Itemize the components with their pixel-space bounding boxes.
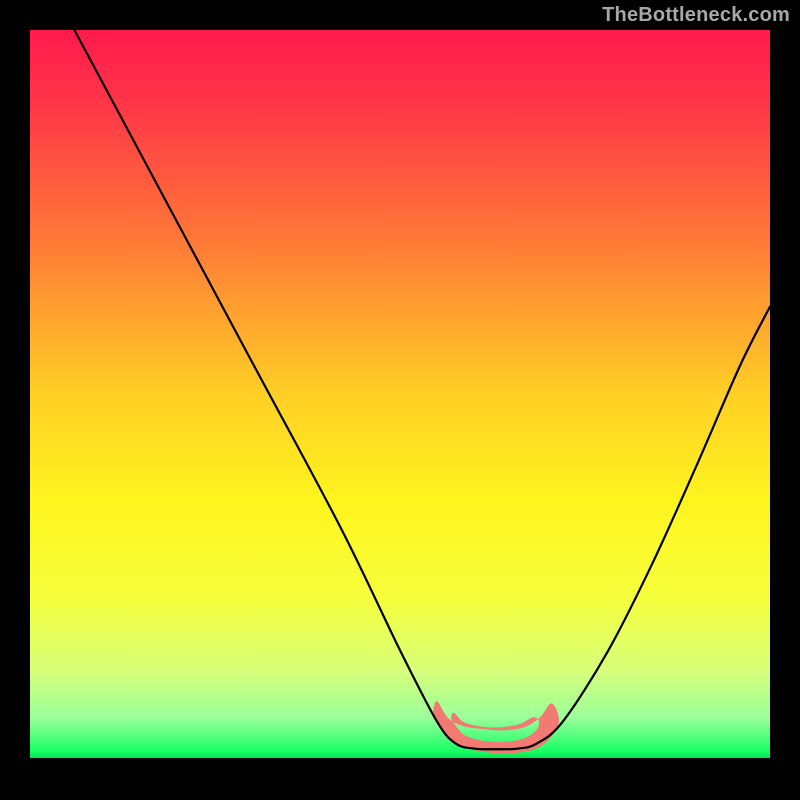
chart-svg (0, 0, 800, 800)
watermark-label: TheBottleneck.com (602, 4, 790, 27)
bottleneck-curve-chart: TheBottleneck.com (0, 0, 800, 800)
